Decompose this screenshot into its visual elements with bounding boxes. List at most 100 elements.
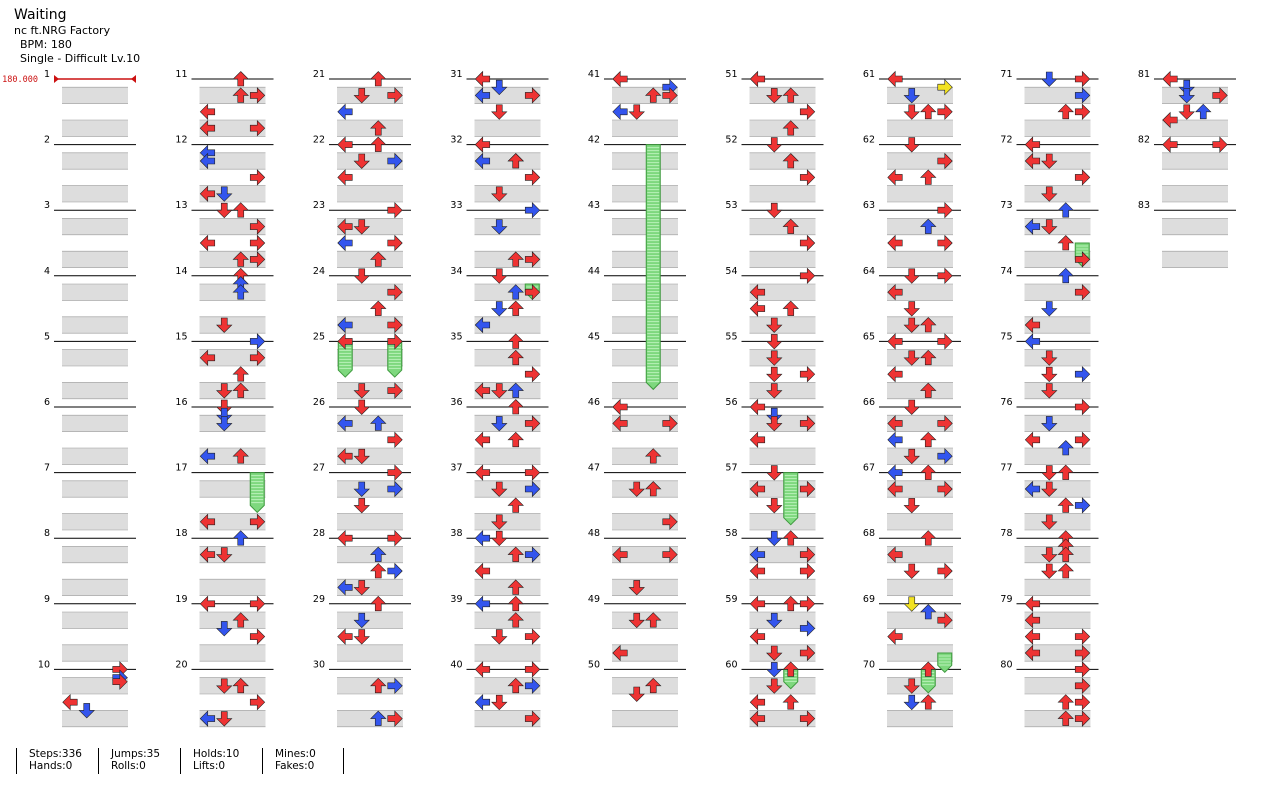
measure-11: 11 (175, 69, 274, 137)
measure-83: 83 (1138, 200, 1236, 268)
measure-number: 64 (863, 266, 875, 277)
arrow-down-icon (1041, 465, 1058, 481)
arrow-left-icon (199, 185, 216, 203)
arrow-down-icon (353, 580, 370, 596)
beat-band (199, 710, 266, 727)
arrow-right-icon (937, 480, 953, 498)
measure-35: 35 (450, 331, 549, 400)
measure-number: 41 (588, 69, 600, 80)
arrow-up-icon (1057, 710, 1074, 726)
measure-18: 18 (175, 528, 274, 596)
arrow-up-icon (232, 612, 249, 628)
arrow-right-icon (1074, 251, 1091, 268)
arrow-down-icon (491, 383, 508, 399)
arrow-left-icon (887, 628, 903, 645)
arrow-left-icon (474, 316, 491, 334)
arrow-left-icon (199, 447, 216, 465)
measure-number: 58 (725, 528, 737, 539)
arrow-left-icon (199, 349, 216, 367)
measure-number: 28 (313, 528, 325, 539)
arrow-up-icon (1195, 103, 1212, 120)
measure-number: 12 (175, 135, 187, 146)
measure-number: 81 (1138, 69, 1150, 80)
arrow-right-icon (387, 283, 403, 301)
arrow-down-icon (903, 694, 920, 711)
beat-band (62, 120, 128, 137)
beat-band (199, 185, 266, 202)
arrow-down-icon (353, 153, 370, 169)
beat-band (474, 218, 541, 235)
arrow-left-icon (1162, 70, 1178, 88)
beat-band (62, 382, 128, 399)
measure-number: 16 (175, 397, 187, 408)
measure-number: 33 (450, 200, 462, 211)
measure-45: 45 (588, 331, 686, 400)
measure-number: 72 (1000, 135, 1012, 146)
arrow-left-icon (612, 644, 628, 662)
beat-band (612, 152, 678, 170)
measure-56: 56 (725, 397, 824, 465)
stats-mines-fakes: Mines:0 Fakes:0 (262, 748, 316, 774)
arrow-up-icon (507, 284, 524, 300)
arrow-down-icon (491, 629, 508, 645)
arrow-left-icon (199, 710, 216, 727)
beat-band (749, 677, 816, 694)
measure-5: 5 (44, 331, 136, 400)
arrow-left-icon (1024, 431, 1041, 449)
beat-band (199, 87, 266, 104)
arrow-right-icon (524, 251, 541, 268)
arrow-right-icon (249, 218, 266, 235)
arrow-left-icon (887, 169, 903, 186)
arrow-right-icon (524, 661, 541, 678)
arrow-down-icon (1178, 88, 1195, 104)
arrow-down-icon (766, 612, 783, 629)
arrow-right-icon (249, 251, 266, 268)
beat-band (474, 152, 541, 170)
beat-band (62, 349, 128, 366)
arrow-down-icon (1041, 219, 1058, 235)
hold-note (783, 472, 799, 526)
arrow-right-icon (1212, 136, 1228, 153)
beat-band (887, 152, 953, 170)
beat-band (1024, 710, 1091, 727)
arrow-left-icon (337, 628, 353, 645)
arrow-down-icon (491, 186, 508, 202)
arrow-right-icon (937, 78, 953, 96)
measure-number: 37 (450, 463, 462, 474)
arrow-right-icon (387, 480, 403, 498)
beat-band (62, 513, 128, 530)
arrow-left-icon (199, 546, 216, 563)
arrow-up-icon (645, 87, 662, 103)
arrow-down-icon (216, 547, 233, 563)
beat-band (887, 185, 953, 202)
beat-band (749, 185, 816, 202)
arrow-right-icon (662, 87, 678, 104)
beat-band (199, 579, 266, 596)
arrow-right-icon (937, 447, 953, 465)
measure-number: 2 (44, 135, 50, 146)
beat-band (199, 218, 266, 235)
measure-number: 77 (1000, 463, 1012, 474)
arrow-left-icon (1162, 111, 1178, 129)
arrow-right-icon (249, 169, 266, 186)
beat-band (62, 152, 128, 170)
measure-number: 43 (588, 200, 600, 211)
beat-band (1024, 513, 1091, 530)
hold-body (937, 652, 953, 674)
beat-band (887, 120, 953, 137)
measure-number: 53 (725, 200, 737, 211)
arrow-up-icon (507, 612, 524, 628)
arrow-right-icon (799, 415, 816, 432)
beat-band (1024, 218, 1091, 235)
arrow-right-icon (524, 677, 541, 695)
measure-79: 79 (1000, 594, 1099, 662)
arrow-up-icon (370, 120, 387, 136)
measure-1: 1 (44, 69, 136, 137)
arrow-down-icon (491, 481, 508, 497)
arrow-down-icon (1041, 366, 1058, 383)
arrow-down-icon (628, 580, 645, 596)
arrow-up-icon (370, 595, 387, 612)
measure-32: 32 (450, 135, 549, 203)
beat-band (337, 284, 403, 301)
measure-number: 4 (44, 266, 50, 277)
